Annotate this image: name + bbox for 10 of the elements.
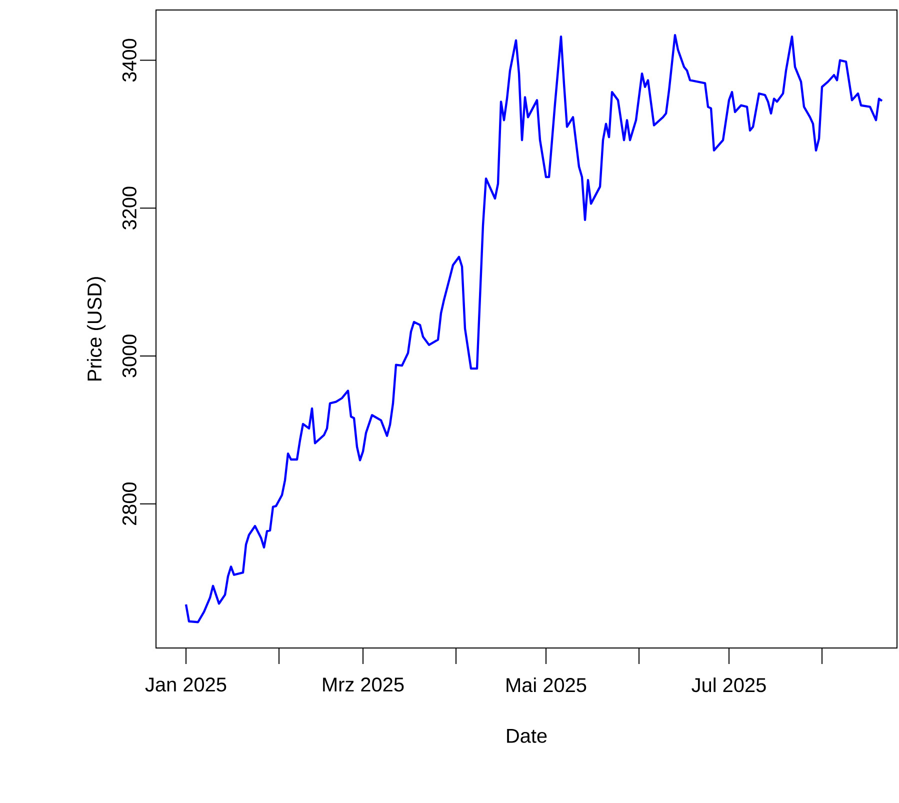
- y-tick-label: 3200: [122, 186, 136, 230]
- y-axis-title: Price (USD): [86, 277, 106, 380]
- x-tick-label: Jul 2025: [692, 678, 766, 692]
- y-tick-label: 3000: [122, 334, 136, 378]
- x-tick-label: Mrz 2025: [323, 678, 404, 692]
- x-axis-title: Date: [507, 729, 547, 743]
- x-tick-label: Jan 2025: [145, 678, 226, 692]
- y-tick-label: 2800: [122, 482, 136, 525]
- x-tick-label: Mai 2025: [506, 678, 586, 692]
- y-tick-label: 3400: [122, 38, 136, 82]
